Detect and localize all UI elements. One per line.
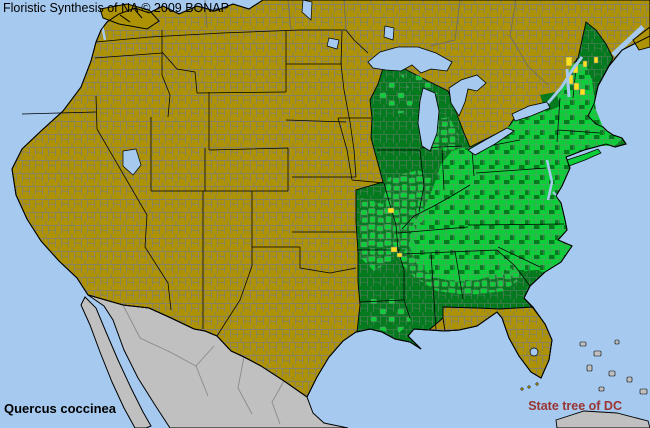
- baja-california: [80, 296, 152, 428]
- minor-water-features: [100, 0, 645, 357]
- louisiana-scatter: [367, 299, 411, 335]
- mexico-state-borders: [122, 304, 285, 425]
- lake-nipigon: [383, 25, 395, 41]
- appalachian-northeast-core: [409, 60, 622, 282]
- great-salt-lake: [122, 148, 142, 176]
- upper-michigan-scatter: [393, 66, 444, 95]
- lake-superior: [367, 46, 453, 74]
- lake-michigan: [417, 87, 440, 152]
- lake-erie: [467, 127, 515, 156]
- deep-south-cluster: [399, 247, 523, 295]
- wisconsin-scatter: [375, 80, 414, 115]
- coastline-stroke: [11, 0, 650, 398]
- canada-provincial-borders: [204, 0, 549, 86]
- species-name: Quercus coccinea: [4, 401, 116, 416]
- sw-ontario-wedge: [452, 98, 508, 146]
- state-tree-note: State tree of DC: [528, 399, 622, 413]
- lake-huron: [448, 74, 487, 117]
- delaware-bay: [552, 191, 562, 201]
- missouri-arkansas-cluster: [359, 198, 394, 271]
- chesapeake-bay: [545, 159, 554, 201]
- bahamas: [579, 339, 648, 395]
- mexico: [80, 294, 349, 428]
- cuba: [555, 410, 650, 428]
- indiana-illinois-cluster: [383, 170, 431, 251]
- florida-keys: [520, 382, 539, 391]
- lake-winnipeg: [301, 0, 313, 21]
- lake-okeechobee: [529, 347, 539, 357]
- state-borders: [21, 29, 601, 337]
- map-attribution: Floristic Synthesis of NA © 2009 BONAP: [3, 1, 229, 15]
- lake-of-the-woods: [326, 37, 340, 50]
- islands: [99, 3, 650, 428]
- lake-champlain: [565, 68, 571, 98]
- great-lakes: [367, 46, 551, 156]
- lake-ontario: [511, 101, 551, 122]
- nova-scotia: [632, 26, 650, 51]
- bay-of-fundy: [611, 25, 645, 57]
- vancouver-island: [99, 3, 160, 30]
